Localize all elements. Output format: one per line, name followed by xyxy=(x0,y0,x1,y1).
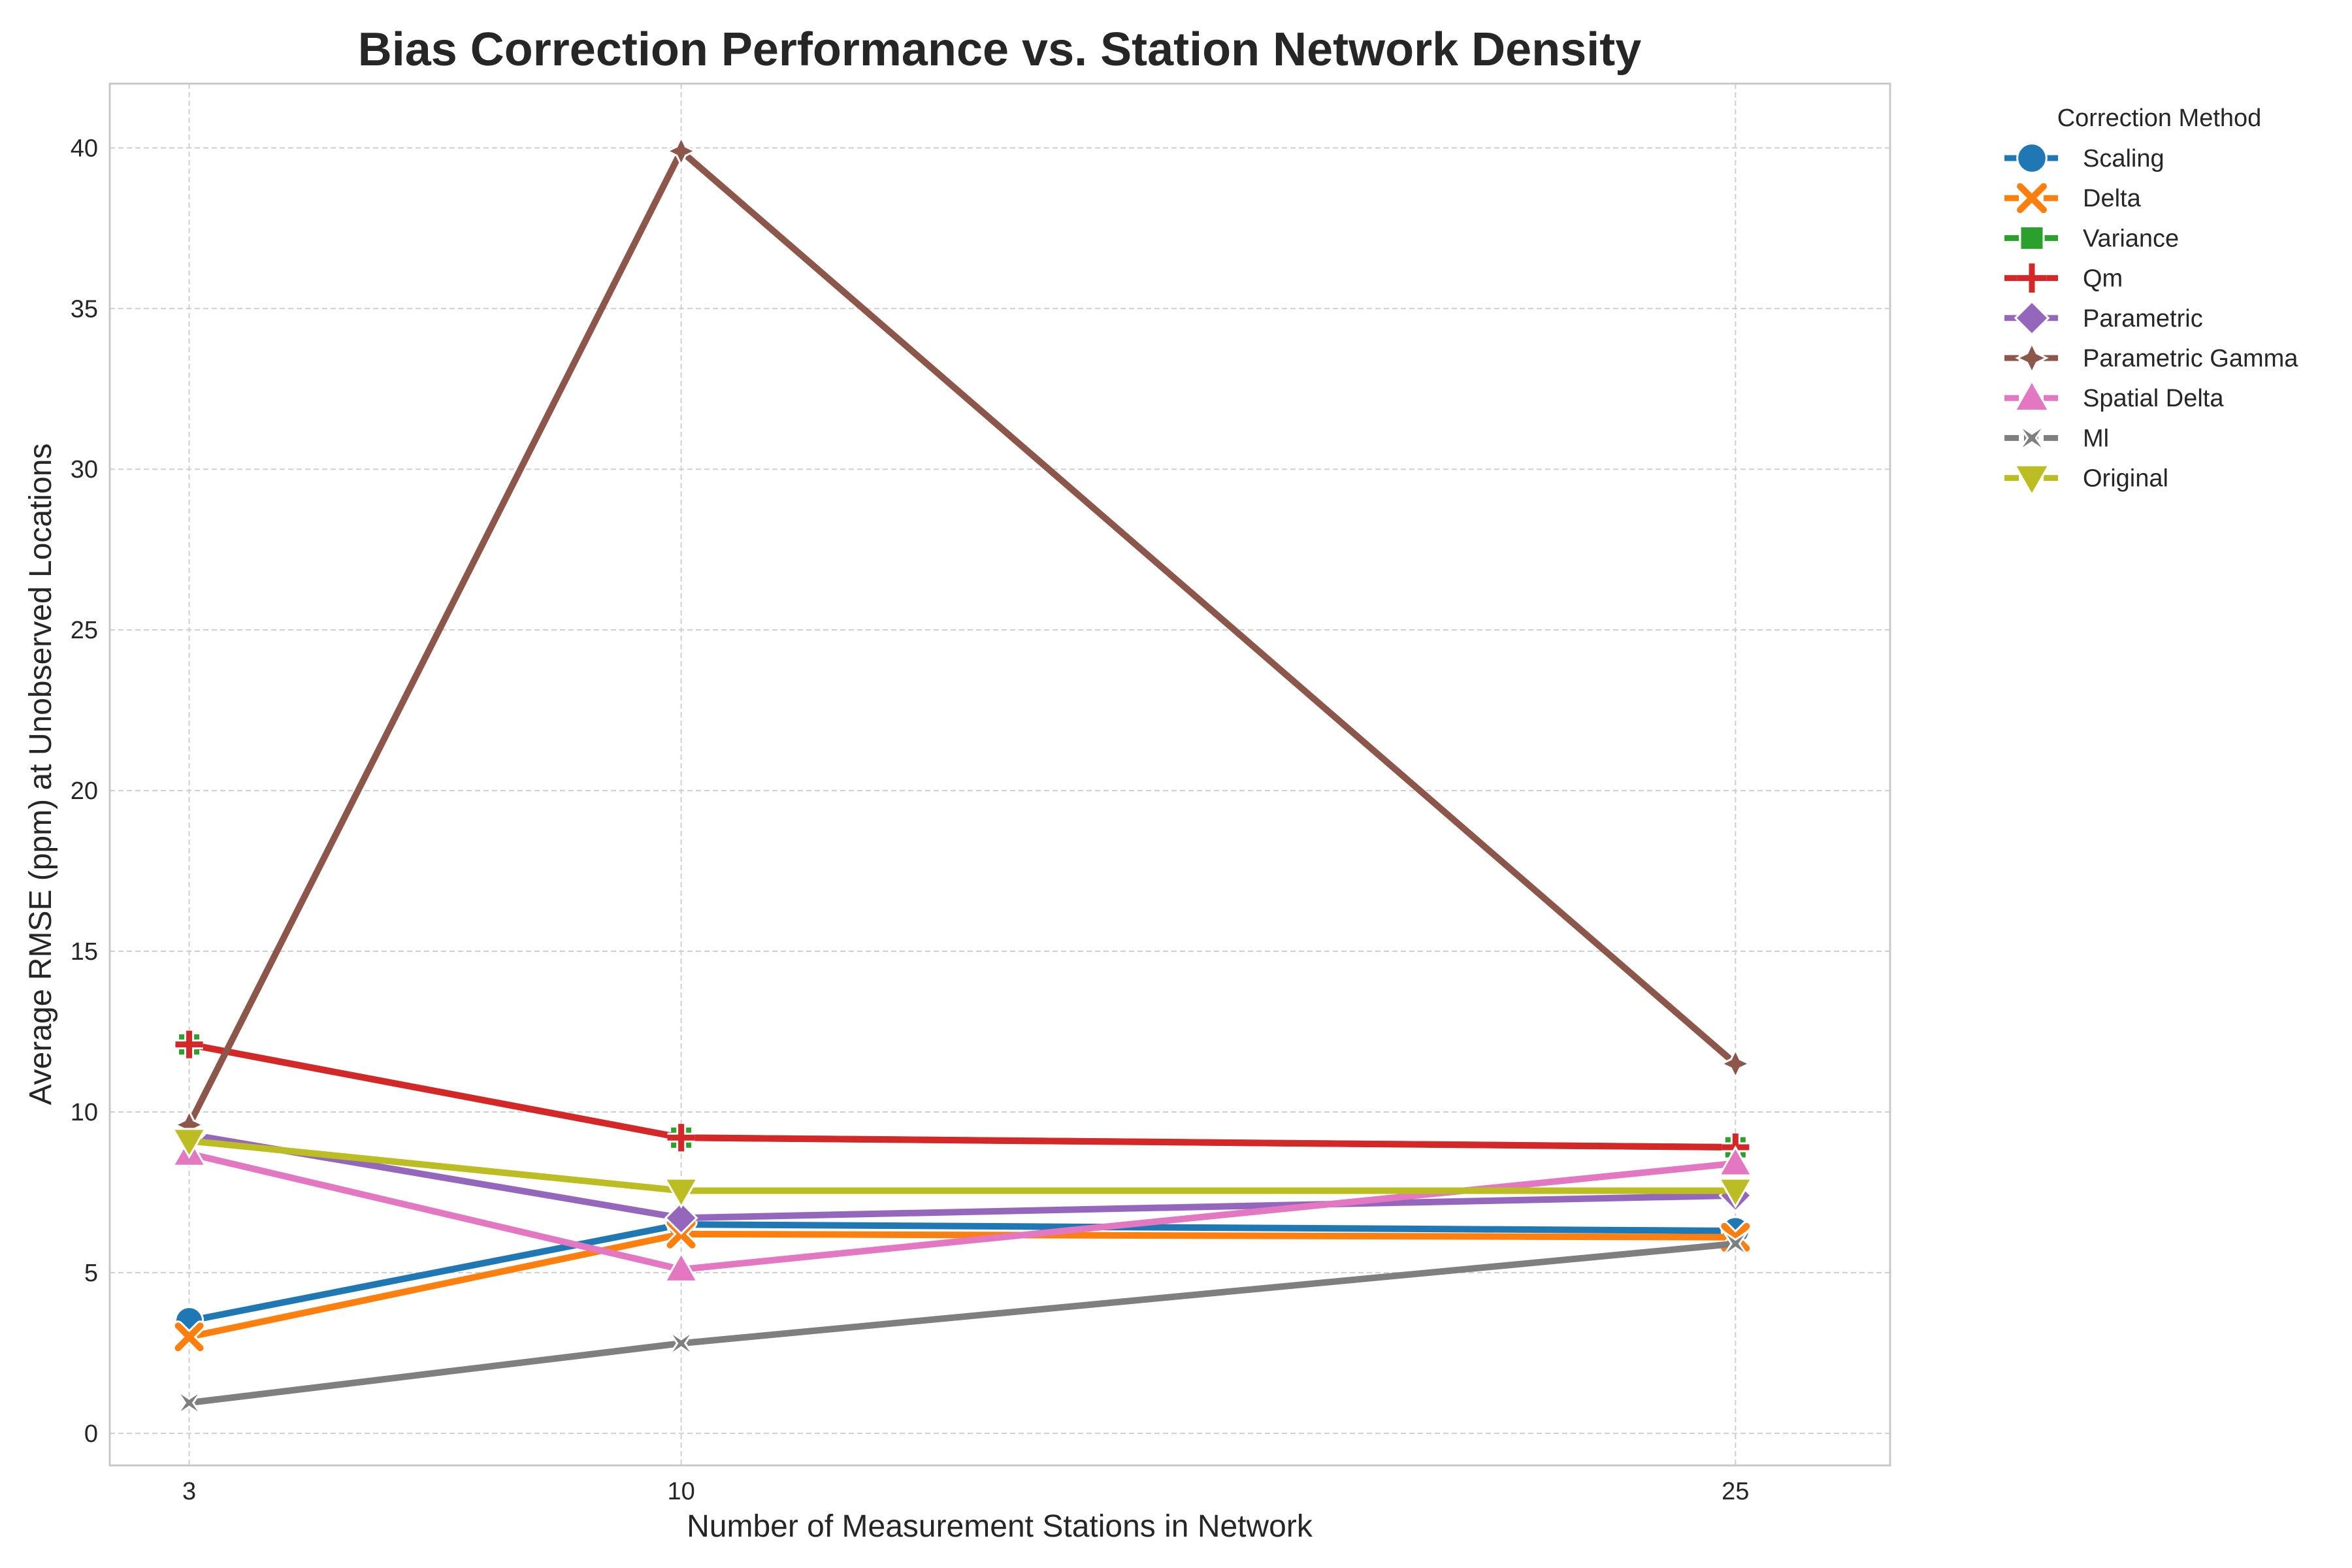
legend-title: Correction Method xyxy=(2057,105,2262,132)
legend-label: Qm xyxy=(2083,265,2123,293)
legend-label: Scaling xyxy=(2083,145,2164,172)
data-point-original xyxy=(171,1128,207,1159)
x-tick-label: 3 xyxy=(182,1478,196,1505)
legend-label: Parametric xyxy=(2083,305,2203,333)
legend-swatch-marker xyxy=(2013,464,2051,497)
legend: Correction Method Scaling Delta Variance Qm… xyxy=(2004,105,2298,497)
legend-swatch-marker xyxy=(2015,181,2049,216)
chart-title: Bias Correction Performance vs. Station … xyxy=(358,24,1642,76)
legend-label: Variance xyxy=(2083,225,2179,252)
legend-item-original: Original xyxy=(2004,464,2168,497)
y-tick-label: 20 xyxy=(71,777,98,805)
series-original xyxy=(171,1128,1754,1209)
legend-label: Parametric Gamma xyxy=(2083,345,2298,372)
legend-swatch-marker xyxy=(2015,341,2049,375)
data-point-qm xyxy=(667,1124,695,1152)
series-layer xyxy=(171,135,1754,1416)
series-parametric-gamma xyxy=(172,135,1752,1141)
y-tick-label: 10 xyxy=(71,1099,98,1126)
legend-label: Delta xyxy=(2083,185,2142,212)
y-tick-label: 25 xyxy=(71,617,98,644)
legend-swatch-marker xyxy=(2014,300,2050,336)
data-point-original xyxy=(663,1177,699,1209)
data-point-parametric-gamma xyxy=(665,135,698,167)
legend-swatch-marker xyxy=(2017,424,2046,452)
plot-frame xyxy=(108,82,1891,1467)
y-axis-label: Average RMSE (ppm) at Unobserved Locatio… xyxy=(24,444,58,1105)
data-point-ml xyxy=(176,1390,203,1416)
data-point-original xyxy=(1718,1177,1754,1209)
data-point-delta xyxy=(172,1320,206,1354)
x-tick-label: 25 xyxy=(1722,1478,1749,1505)
y-tick-label: 35 xyxy=(71,295,98,323)
legend-label: Ml xyxy=(2083,425,2109,452)
tick-labels: 0 5 10 15 20 25 30 35 40 3 10 25 xyxy=(71,135,1750,1505)
legend-swatch-marker xyxy=(2013,379,2051,412)
y-tick-label: 15 xyxy=(71,938,98,966)
legend-item-delta: Delta xyxy=(2004,181,2142,216)
legend-item-variance: Variance xyxy=(2004,225,2179,252)
legend-item-qm: Qm xyxy=(2004,263,2123,293)
data-point-spatial-delta xyxy=(663,1251,699,1282)
y-tick-label: 0 xyxy=(84,1420,98,1448)
data-point-ml xyxy=(668,1330,694,1357)
legend-swatch-marker xyxy=(2017,263,2047,293)
legend-item-ml: Ml xyxy=(2004,424,2109,452)
legend-label: Original xyxy=(2083,465,2168,493)
series-ml xyxy=(176,1230,1749,1416)
legend-item-parametric-gamma: Parametric Gamma xyxy=(2004,341,2298,375)
data-point-spatial-delta xyxy=(1718,1145,1754,1177)
x-tick-label: 10 xyxy=(667,1478,694,1505)
y-tick-label: 30 xyxy=(71,456,98,483)
data-point-parametric xyxy=(664,1201,698,1235)
data-point-qm xyxy=(175,1030,203,1058)
data-point-ml xyxy=(1722,1230,1749,1257)
legend-items: Scaling Delta Variance Qm Parametric Parametr… xyxy=(2004,142,2298,497)
legend-item-spatial-delta: Spatial Delta xyxy=(2004,379,2224,412)
legend-item-scaling: Scaling xyxy=(2004,142,2164,174)
data-point-parametric-gamma xyxy=(1719,1047,1752,1080)
legend-label: Spatial Delta xyxy=(2083,385,2224,412)
legend-swatch-marker xyxy=(2019,225,2045,251)
y-tick-label: 5 xyxy=(84,1260,98,1287)
x-axis-label: Number of Measurement Stations in Networ… xyxy=(687,1509,1313,1544)
legend-swatch-marker xyxy=(2016,142,2048,174)
legend-item-parametric: Parametric xyxy=(2004,300,2203,336)
y-tick-label: 40 xyxy=(71,135,98,162)
